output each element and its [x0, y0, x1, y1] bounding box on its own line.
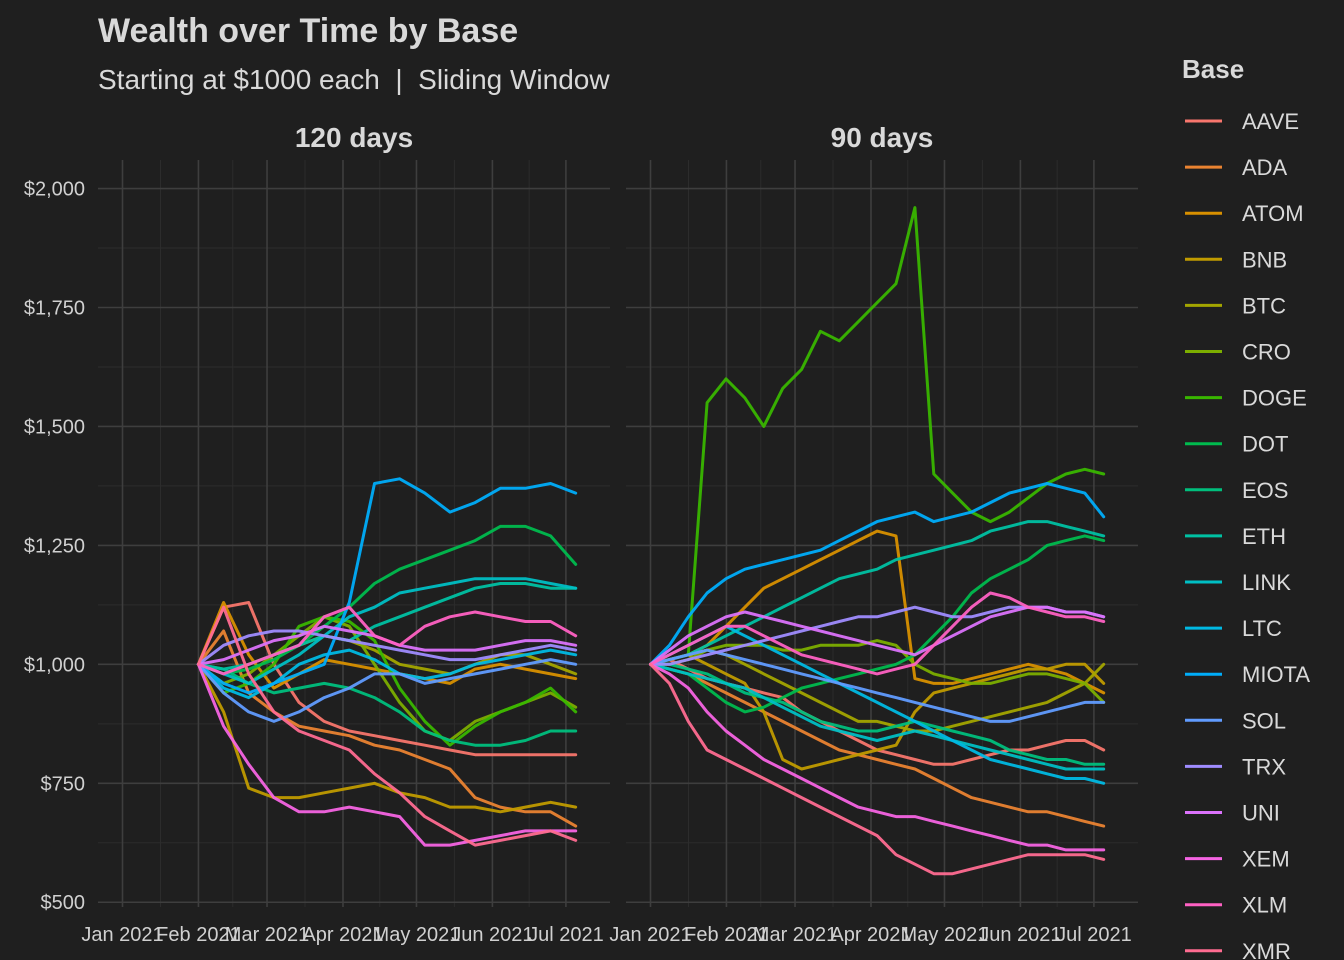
legend-item-xlm: XLM	[1185, 893, 1287, 918]
series-line-sol	[196, 658, 578, 723]
legend-label: XEM	[1242, 847, 1290, 872]
x-tick-label: Jan 2021	[609, 924, 691, 946]
y-tick-label: $1,000	[24, 654, 85, 676]
series-line-xem	[196, 662, 578, 847]
series-line-xmr	[649, 662, 1106, 876]
legend-label: XMR	[1242, 939, 1291, 960]
series-line-dot	[196, 524, 578, 676]
legend-item-eos: EOS	[1185, 478, 1288, 503]
series-line-ada	[649, 662, 1106, 828]
series-line-xlm	[196, 605, 578, 676]
chart-title: Wealth over Time by Base	[98, 12, 518, 50]
legend-item-xmr: XMR	[1185, 939, 1291, 960]
y-tick-label: $2,000	[24, 179, 85, 201]
series-line-xlm	[649, 591, 1106, 676]
legend-item-atom: ATOM	[1185, 201, 1304, 226]
series-line-miota	[649, 482, 1106, 666]
series-line-xem	[649, 662, 1106, 852]
legend-label: BTC	[1242, 293, 1286, 318]
legend-label: EOS	[1242, 478, 1288, 503]
panel-title: 90 days	[831, 122, 934, 153]
series-line-eth	[649, 520, 1106, 666]
legend-item-miota: MIOTA	[1185, 662, 1310, 687]
legend-item-ltc: LTC	[1185, 616, 1282, 641]
y-tick-label: $750	[41, 773, 86, 795]
legend-label: DOT	[1242, 432, 1288, 457]
chart-subtitle: Starting at $1000 each | Sliding Window	[98, 64, 610, 95]
series-line-link	[649, 662, 1106, 771]
x-tick-label: Jun 2021	[979, 924, 1061, 946]
series-line-doge	[649, 206, 1106, 666]
legend-label: BNB	[1242, 247, 1287, 272]
series-line-doge	[196, 615, 578, 747]
x-tick-label: May 2021	[901, 924, 989, 946]
legend-label: MIOTA	[1242, 662, 1310, 687]
x-tick-label: Feb 2021	[684, 924, 769, 946]
legend-label: TRX	[1242, 754, 1286, 779]
legend-label: DOGE	[1242, 386, 1307, 411]
x-tick-label: Jul 2021	[528, 924, 604, 946]
series-line-trx	[196, 629, 578, 666]
y-tick-label: $1,500	[24, 416, 85, 438]
panels: 120 days $500 $750 $1,000 $1,250 $1,500 $1,750…	[24, 122, 1138, 946]
series-line-bnb	[649, 653, 1106, 771]
legend-item-bnb: BNB	[1185, 247, 1287, 272]
legend-label: ADA	[1242, 155, 1288, 180]
series-line-dot	[649, 534, 1106, 714]
legend-item-xem: XEM	[1185, 847, 1290, 872]
series-line-cro	[649, 639, 1106, 704]
legend-title: Base	[1182, 54, 1244, 84]
legend-label: XLM	[1242, 893, 1287, 918]
legend-item-uni: UNI	[1185, 801, 1280, 826]
series-line-xmr	[196, 605, 578, 847]
y-tick-label: $1,750	[24, 297, 85, 319]
y-tick-label: $500	[41, 892, 86, 914]
legend-item-btc: BTC	[1185, 293, 1286, 318]
x-tick-label: Jul 2021	[1056, 924, 1132, 946]
legend-item-cro: CRO	[1185, 340, 1291, 365]
legend-label: SOL	[1242, 708, 1286, 733]
series-line-sol	[649, 648, 1106, 723]
legend-item-sol: SOL	[1185, 708, 1286, 733]
series-line-bnb	[196, 662, 578, 814]
legend-item-eth: ETH	[1185, 524, 1286, 549]
panel-title: 120 days	[295, 122, 413, 153]
legend-label: ETH	[1242, 524, 1286, 549]
legend-label: CRO	[1242, 340, 1291, 365]
x-tick-label: May 2021	[373, 924, 461, 946]
x-tick-label: Mar 2021	[225, 924, 310, 946]
legend-item-ada: ADA	[1185, 155, 1288, 180]
x-tick-label: Apr 2021	[302, 924, 383, 946]
legend-item-doge: DOGE	[1185, 386, 1307, 411]
legend-label: AAVE	[1242, 109, 1299, 134]
series-line-link	[196, 577, 578, 685]
panel-0: 120 days $500 $750 $1,000 $1,250 $1,500 $1,750…	[24, 122, 610, 946]
legend-label: LINK	[1242, 570, 1291, 595]
legend-item-dot: DOT	[1185, 432, 1288, 457]
legend-item-link: LINK	[1185, 570, 1291, 595]
x-tick-label: Jan 2021	[81, 924, 163, 946]
legend-item-aave: AAVE	[1185, 109, 1299, 134]
series-line-miota	[196, 477, 578, 695]
y-tick-label: $1,250	[24, 535, 85, 557]
legend-label: ATOM	[1242, 201, 1304, 226]
x-tick-label: Mar 2021	[753, 924, 838, 946]
legend-label: LTC	[1242, 616, 1282, 641]
legend-item-trx: TRX	[1185, 754, 1286, 779]
legend: Base AAVE ADA ATOM BNB BTC CRO DOGE DOT EOS ETH LIN…	[1182, 54, 1310, 960]
x-tick-label: Jun 2021	[451, 924, 533, 946]
x-tick-label: Apr 2021	[830, 924, 911, 946]
legend-label: UNI	[1242, 801, 1280, 826]
series-line-ada	[196, 629, 578, 828]
x-tick-label: Feb 2021	[156, 924, 241, 946]
